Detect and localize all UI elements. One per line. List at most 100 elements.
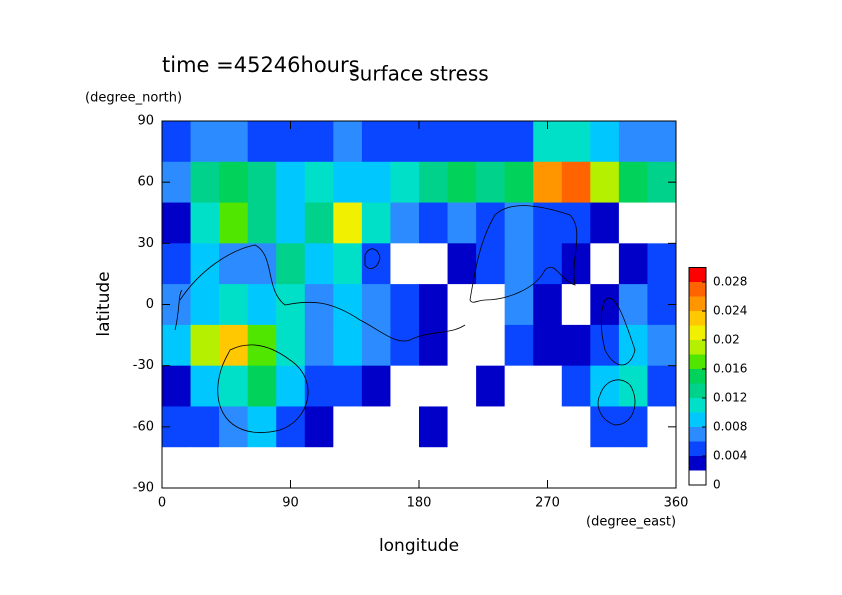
field-cell [219, 121, 249, 163]
y-units: (degree_north) [85, 91, 182, 106]
field-cell [219, 406, 249, 448]
field [162, 121, 677, 489]
x-axis-title: longitude [379, 536, 459, 556]
field-cell [304, 406, 334, 448]
field-cell [618, 284, 648, 326]
field-cell [304, 324, 334, 367]
field-cell [447, 284, 477, 326]
field-cell [247, 406, 277, 448]
colorbar-swatch [689, 470, 706, 485]
field-cell [276, 243, 306, 285]
field-cell [618, 406, 648, 448]
field-cell [618, 161, 648, 204]
field-cell [419, 243, 449, 285]
field-cell [333, 243, 363, 285]
field-cell [419, 324, 449, 367]
field-cell [447, 161, 477, 204]
field-cell [390, 243, 420, 285]
field-cell [162, 121, 192, 163]
field-cell [561, 406, 591, 448]
field-cell [618, 365, 648, 407]
field-cell [447, 365, 477, 407]
field-cell [190, 447, 220, 489]
field-cell [533, 243, 563, 285]
field-cell [333, 365, 363, 407]
field-cell [561, 121, 591, 163]
field-cell [533, 324, 563, 367]
colorbar-tick-label: 0.02 [713, 333, 740, 347]
field-cell [361, 202, 391, 244]
colorbar-tick-label: 0.028 [713, 275, 747, 289]
colorbar-swatch [689, 369, 706, 384]
field-cell [190, 202, 220, 244]
field-cell [190, 161, 220, 204]
field-cell [447, 202, 477, 244]
field-cell [247, 243, 277, 285]
field-cell [247, 447, 277, 489]
field-cell [304, 202, 334, 244]
colorbar-swatch [689, 325, 706, 340]
colorbar-tick-label: 0.004 [713, 449, 747, 463]
field-cell [419, 284, 449, 326]
colorbar-frame [688, 267, 707, 486]
field-cell [561, 161, 591, 204]
field-cell [419, 365, 449, 407]
colorbar-swatch [689, 282, 706, 297]
field-cell [647, 365, 677, 407]
field-cell [361, 243, 391, 285]
field-cell [361, 324, 391, 367]
field-cell [476, 161, 506, 204]
field-cell [333, 447, 363, 489]
field-cell [618, 447, 648, 489]
y-tick-label: 60 [137, 175, 154, 190]
colorbar-swatch [689, 412, 706, 427]
field-cell [590, 243, 620, 285]
colorbar-swatch [689, 398, 706, 413]
field-cell [390, 447, 420, 489]
field-cell [162, 365, 192, 407]
colorbar-swatch [689, 296, 706, 311]
field-cell [390, 365, 420, 407]
field-cell [219, 202, 249, 244]
field-cell [333, 161, 363, 204]
x-tick-label: 180 [407, 496, 432, 511]
field-cell [476, 324, 506, 367]
field-cell [276, 406, 306, 448]
field-cell [590, 447, 620, 489]
field-cell [504, 161, 534, 204]
field-cell [162, 202, 192, 244]
field-cell [504, 284, 534, 326]
field-cell [390, 284, 420, 326]
field-cell [447, 447, 477, 489]
field-cell [361, 365, 391, 407]
field-cell [618, 121, 648, 163]
field-cell [561, 447, 591, 489]
colorbar-swatch [689, 383, 706, 398]
field-cell [219, 161, 249, 204]
field-cell [504, 243, 534, 285]
coastlines [174, 205, 636, 433]
field-cell [333, 121, 363, 163]
field-cell [219, 365, 249, 407]
field-cell [504, 324, 534, 367]
field-cell [533, 284, 563, 326]
colorbar-swatch [689, 441, 706, 456]
field-cell [247, 324, 277, 367]
field-cell [162, 243, 192, 285]
colorbar-tick-label: 0.008 [713, 420, 747, 434]
field-cell [476, 121, 506, 163]
field-cell [162, 324, 192, 367]
field-cell [561, 243, 591, 285]
field-cell [647, 324, 677, 367]
field-cell [276, 202, 306, 244]
field-cell [590, 324, 620, 367]
x-tick-label: 270 [535, 496, 560, 511]
colorbar-swatch [689, 354, 706, 369]
field-cell [419, 406, 449, 448]
field-cell [304, 243, 334, 285]
field-cell [276, 284, 306, 326]
y-tick-label: 30 [137, 236, 154, 251]
colorbar-tick-label: 0.024 [713, 304, 747, 318]
y-tick-label: -60 [133, 419, 154, 434]
